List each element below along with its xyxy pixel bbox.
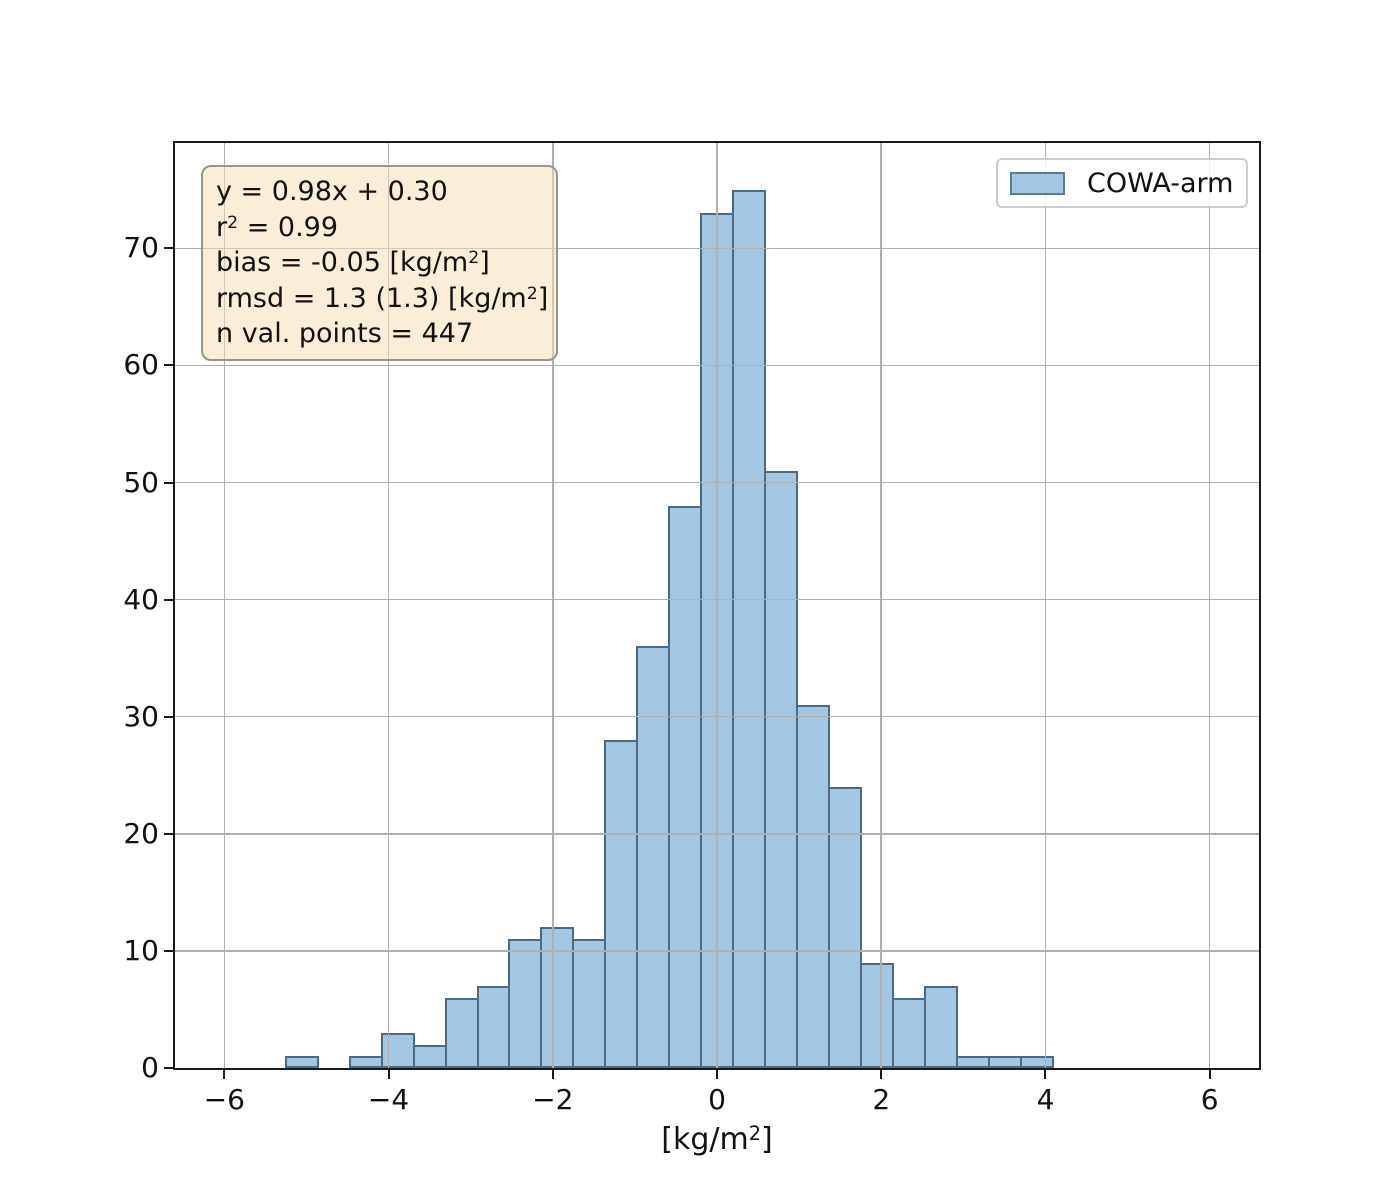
legend-swatch-icon (1010, 171, 1065, 195)
histogram-bar (572, 939, 607, 1068)
gridline-horizontal (175, 364, 1259, 367)
x-axis-label: [kg/m2] (175, 1122, 1259, 1157)
text-segment: ] (537, 282, 549, 314)
superscript-text: 2 (227, 212, 239, 233)
stats-line: n val. points = 447 (216, 316, 543, 352)
y-axis-tick (164, 598, 173, 601)
histogram-bar (476, 986, 511, 1068)
x-axis-tick (223, 1070, 226, 1079)
x-axis-tick-label: −2 (532, 1083, 574, 1116)
x-axis-tick-label: 4 (1036, 1083, 1055, 1116)
y-axis-tick (164, 1067, 173, 1069)
text-segment: r (216, 211, 228, 243)
gridline-vertical (223, 143, 226, 1068)
gridline-vertical (1208, 143, 1211, 1068)
legend: COWA-arm (996, 158, 1248, 208)
x-axis-tick-label: −6 (203, 1083, 245, 1116)
y-axis-tick-label: 60 (123, 348, 159, 382)
superscript-text: 2 (468, 248, 480, 269)
x-axis-tick (1044, 1070, 1047, 1079)
gridline-vertical (387, 143, 390, 1068)
x-axis-tick (716, 1070, 718, 1079)
x-axis-tick (1208, 1070, 1211, 1079)
stats-line: rmsd = 1.3 (1.3) [kg/m2] (216, 281, 548, 317)
stats-line: r2 = 0.99 (216, 210, 543, 246)
y-axis-tick-label: 70 (123, 231, 159, 265)
x-axis-tick (551, 1070, 554, 1079)
text-segment: [kg/m (661, 1122, 749, 1157)
x-axis-tick-label: 6 (1200, 1083, 1219, 1116)
stats-annotation-box: y = 0.98x + 0.30 r2 = 0.99 bias = -0.05 [k… (201, 165, 558, 361)
histogram-bar (284, 1056, 319, 1068)
gridline-horizontal (175, 715, 1259, 718)
gridline-vertical (716, 143, 718, 1068)
y-axis-tick-label: 10 (123, 933, 159, 967)
text-segment: rmsd = 1.3 (1.3) [kg/m (216, 282, 527, 314)
y-axis-tick (164, 364, 173, 367)
text-segment: ] (479, 247, 490, 278)
histogram-bar (891, 997, 926, 1068)
y-axis-tick-label: 0 (141, 1051, 159, 1084)
stats-line: y = 0.98x + 0.30 (216, 174, 543, 210)
y-axis-tick (164, 949, 173, 952)
histogram-bar (732, 189, 767, 1068)
stats-line: bias = -0.05 [kg/m2] (216, 245, 543, 281)
histogram-bar (859, 962, 894, 1068)
x-axis-tick (387, 1070, 390, 1079)
gridline-horizontal (175, 247, 1259, 250)
y-axis-tick (164, 481, 173, 484)
histogram-bar (444, 997, 479, 1068)
text-segment: = 0.99 (238, 211, 339, 243)
x-axis-tick-label: 2 (872, 1083, 891, 1116)
y-axis-tick (164, 715, 173, 718)
histogram-bar (1019, 1056, 1054, 1068)
histogram-bar (380, 1032, 415, 1068)
legend-label: COWA-arm (1087, 167, 1234, 199)
superscript-text: 2 (526, 283, 538, 304)
x-axis-tick-label: 0 (708, 1083, 726, 1116)
y-axis-tick (164, 247, 173, 250)
text-segment: y = 0.98x + 0.30 (216, 176, 448, 207)
histogram-bar (604, 740, 639, 1068)
text-segment: bias = -0.05 [kg/m (216, 247, 469, 278)
gridline-horizontal (175, 833, 1259, 835)
gridline-horizontal (175, 598, 1259, 601)
x-axis-tick-label: −4 (367, 1083, 410, 1116)
gridline-vertical (552, 143, 554, 1068)
plot-spines (173, 141, 1261, 1070)
gridline-horizontal (175, 481, 1259, 484)
x-axis-tick (880, 1070, 883, 1079)
y-axis-tick-label: 50 (123, 465, 159, 499)
text-segment: ] (760, 1122, 773, 1157)
y-axis-tick-label: 20 (123, 816, 159, 850)
gridline-vertical (880, 143, 882, 1068)
y-axis-tick (164, 832, 173, 835)
y-axis-tick-label: 40 (123, 582, 159, 616)
text-segment: n val. points = 447 (216, 318, 474, 349)
gridline-vertical (1044, 143, 1047, 1068)
superscript-text: 2 (748, 1122, 761, 1146)
gridline-horizontal (175, 950, 1259, 952)
y-axis-tick-label: 30 (123, 699, 159, 733)
histogram-bar (923, 986, 958, 1068)
